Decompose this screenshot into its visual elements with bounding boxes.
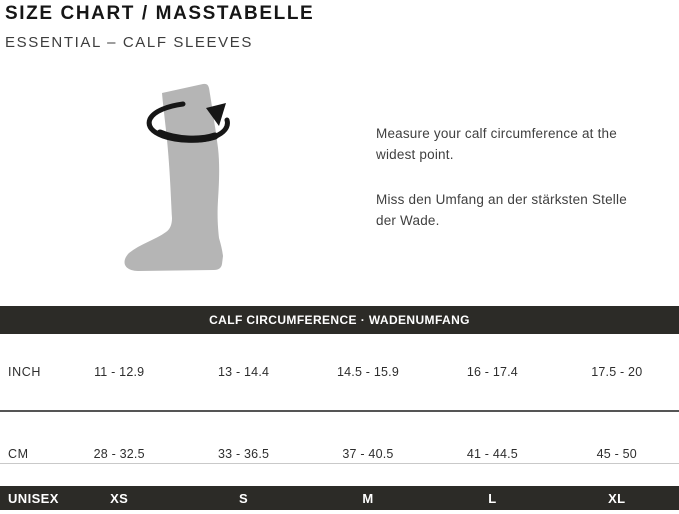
table-row-cm: CM 28 - 32.5 33 - 36.5 37 - 40.5 41 - 44… <box>0 412 679 463</box>
page-title: SIZE CHART / MASSTABELLE <box>5 3 315 24</box>
inch-cell-xl: 17.5 - 20 <box>591 365 643 379</box>
row-label-unisex: UNISEX <box>8 490 59 506</box>
cm-cell-xl: 45 - 50 <box>596 447 637 461</box>
size-cell-s: S <box>239 490 249 506</box>
instruction-en: Measure your calf circumference at the w… <box>376 126 617 162</box>
inch-cell-s: 13 - 14.4 <box>218 365 270 379</box>
instruction-de: Miss den Umfang an der stärksten Stelle … <box>376 191 627 228</box>
table-header-title: CALF CIRCUMFERENCE · WADENUMFANG <box>209 313 470 327</box>
hairline-divider <box>0 463 679 464</box>
size-cell-xl: XL <box>608 490 626 506</box>
row-label-cm: CM <box>8 447 29 461</box>
title-block: SIZE CHART / MASSTABELLE ESSENTIAL – CAL… <box>5 3 314 51</box>
cm-cell-xs: 28 - 32.5 <box>93 447 145 461</box>
size-cell-xs: XS <box>110 490 129 506</box>
size-cell-l: L <box>488 490 497 506</box>
cm-cell-s: 33 - 36.5 <box>218 447 270 461</box>
circumference-arrow-icon <box>146 101 230 143</box>
inch-cell-m: 14.5 - 15.9 <box>337 365 399 379</box>
table-header-bar: CALF CIRCUMFERENCE · WADENUMFANG <box>0 306 679 334</box>
row-divider <box>0 410 679 412</box>
leg-silhouette <box>124 83 223 271</box>
table-row-inch: INCH 11 - 12.9 13 - 14.4 14.5 - 15.9 16 … <box>0 334 679 410</box>
row-label-inch: INCH <box>8 365 41 379</box>
cm-cell-l: 41 - 44.5 <box>466 447 518 461</box>
page-subtitle: ESSENTIAL – CALF SLEEVES <box>5 34 253 51</box>
size-cell-m: M <box>362 490 374 506</box>
inch-cell-xs: 11 - 12.9 <box>94 365 145 379</box>
inch-cell-l: 16 - 17.4 <box>466 365 518 379</box>
table-row-sizes: UNISEX XS S M L XL <box>0 486 679 510</box>
measuring-instructions: Measure your calf circumference at the w… <box>376 124 648 232</box>
cm-cell-m: 37 - 40.5 <box>342 447 394 461</box>
size-table: CALF CIRCUMFERENCE · WADENUMFANG INCH 11… <box>0 306 679 510</box>
table-spacer <box>0 464 679 486</box>
calf-leg-illustration <box>124 83 230 271</box>
